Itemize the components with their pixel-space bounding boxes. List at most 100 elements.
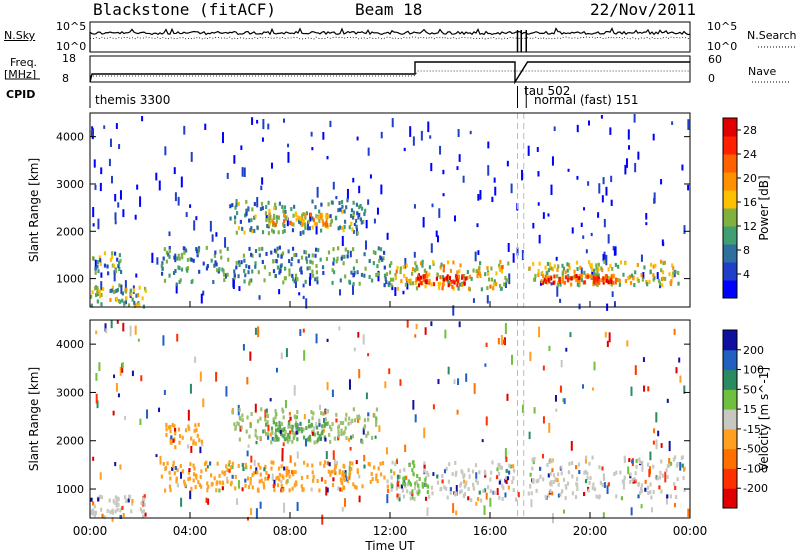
echo-cell-2: [315, 264, 318, 269]
noise-cell: [98, 362, 101, 372]
noise-cell: [527, 145, 530, 156]
echo-cell-5: [436, 273, 439, 278]
echo-cell-2: [273, 437, 276, 442]
echo-cell-3: [360, 206, 364, 211]
echo-cell-2: [353, 418, 357, 423]
echo-cell-5: [463, 484, 466, 489]
echo-cell-5: [457, 286, 460, 291]
echo-cell-7: [622, 272, 625, 277]
echo-cell-3: [357, 215, 360, 220]
echo-cell-4: [327, 469, 330, 474]
echo-cell-7: [675, 463, 678, 468]
echo-cell-7: [674, 269, 677, 274]
echo-cell-0: [130, 509, 133, 514]
echo-cell-7: [636, 262, 639, 267]
noise-cell: [430, 162, 433, 172]
echo-cell-7: [575, 481, 578, 486]
noise-cell: [298, 292, 301, 296]
echo-cell-2: [332, 257, 336, 262]
echo-cell-3: [281, 433, 284, 438]
colorbar-swatch-2: [723, 244, 737, 263]
echo-cell-2: [363, 252, 366, 257]
noise-cell: [521, 250, 524, 261]
noise-cell: [542, 416, 545, 424]
noise-cell: [180, 497, 183, 507]
echo-cell-5: [512, 476, 515, 481]
noise-cell: [633, 114, 636, 123]
echo-cell-7: [661, 276, 665, 281]
noise-cell: [124, 415, 127, 420]
colorbar-label-3: 16: [743, 196, 757, 209]
noise-cell: [103, 125, 106, 129]
echo-cell-7: [547, 473, 550, 478]
echo-cell-3: [270, 426, 274, 431]
echo-cell-3: [345, 205, 348, 210]
noise-cell: [255, 440, 258, 445]
noise-cell: [356, 136, 359, 141]
echo-cell-7: [557, 493, 561, 498]
echo-cell-7: [660, 268, 663, 273]
time-tick-label-3: 12:00: [373, 524, 408, 538]
echo-cell-3: [253, 202, 256, 207]
echo-cell-7: [613, 471, 616, 476]
echo-cell-5: [487, 277, 491, 282]
echo-cell-4: [292, 470, 295, 475]
echo-cell-7: [624, 261, 627, 266]
echo-cell-3: [248, 218, 251, 223]
echo-cell-5: [409, 278, 412, 283]
echo-cell-0: [98, 289, 101, 294]
noise-cell: [284, 400, 287, 409]
echo-cell-5: [395, 460, 398, 465]
noise-cell: [489, 497, 492, 507]
noise-cell: [585, 249, 588, 254]
noise-cell: [105, 328, 108, 334]
echo-cell-2: [324, 410, 327, 415]
echo-cell-4: [278, 477, 281, 482]
echo-cell-0: [109, 297, 112, 302]
echo-cell-7: [671, 274, 674, 279]
echo-cell-2: [186, 266, 190, 271]
echo-cell-3: [261, 230, 265, 235]
echo-cell-5: [467, 496, 470, 501]
echo-cell-2: [263, 429, 266, 434]
echo-cell-7: [583, 492, 586, 497]
colorbar-label-5: 24: [743, 148, 757, 161]
noise-cell: [678, 357, 681, 363]
echo-cell-0: [121, 298, 124, 303]
noise-cell: [442, 169, 445, 175]
echo-cell-4: [319, 461, 322, 466]
freq-line: [89, 61, 690, 85]
echo-cell-2: [345, 412, 348, 417]
echo-cell-0: [96, 290, 99, 295]
noise-cell: [388, 368, 391, 375]
noise-cell: [333, 458, 336, 470]
echo-cell-2: [335, 418, 338, 423]
echo-cell-1: [99, 261, 102, 266]
echo-cell-0: [111, 508, 114, 513]
echo-cell-2: [250, 278, 253, 283]
echo-cell-2: [254, 261, 257, 266]
noise-cell: [611, 291, 614, 297]
echo-cell-5: [495, 282, 498, 287]
noise-cell: [164, 146, 167, 156]
noise-cell: [504, 492, 507, 498]
echo-cell-4: [194, 485, 197, 490]
echo-cell-7: [577, 462, 581, 467]
echo-cell-2: [165, 259, 168, 264]
echo-cell-2: [270, 250, 273, 255]
echo-cell-6: [390, 469, 393, 474]
noise-cell: [110, 175, 113, 184]
echo-cell-4: [216, 461, 219, 466]
echo-cell-1: [169, 437, 172, 442]
echo-cell-1: [171, 422, 174, 427]
noise-cell: [423, 427, 426, 439]
echo-cell-3: [337, 226, 340, 231]
echo-cell-3: [308, 226, 311, 231]
echo-cell-5: [513, 468, 516, 473]
nsky-tick-top: 10^5: [56, 20, 86, 33]
echo-cell-7: [641, 277, 644, 282]
echo-cell-6: [424, 477, 427, 482]
echo-cell-7: [683, 488, 686, 493]
echo-cell-2: [322, 411, 325, 416]
echo-cell-5: [511, 464, 515, 469]
